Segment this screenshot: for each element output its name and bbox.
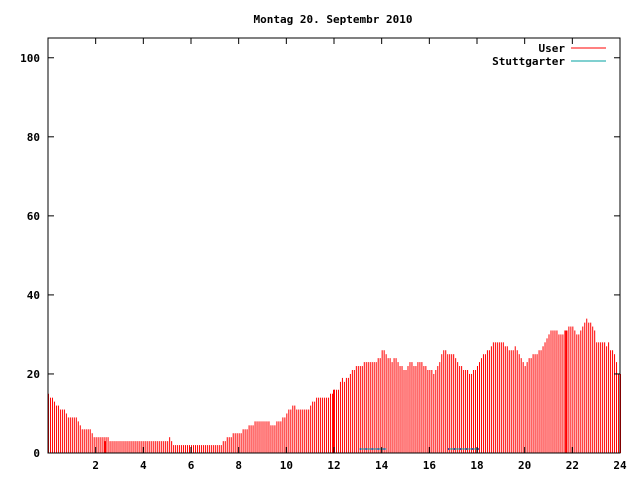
x-tick-label: 22: [566, 459, 579, 472]
legend: User Stuttgarter: [492, 42, 606, 68]
legend-label-stuttgarter: Stuttgarter: [492, 55, 565, 68]
x-tick-label: 18: [470, 459, 483, 472]
x-tick-label: 10: [280, 459, 293, 472]
y-tick-label: 40: [27, 289, 40, 302]
x-tick-label: 6: [188, 459, 195, 472]
y-tick-label: 100: [20, 52, 40, 65]
spike-group: [104, 330, 568, 453]
bar-group: [48, 318, 621, 453]
x-tick-label: 20: [518, 459, 531, 472]
x-tick-label: 14: [375, 459, 389, 472]
y-tick-label: 60: [27, 210, 40, 223]
x-tick-label: 2: [92, 459, 99, 472]
y-tick-label: 20: [27, 368, 40, 381]
y-tick-label: 0: [33, 447, 40, 460]
x-tick-label: 4: [140, 459, 147, 472]
x-tick-label: 8: [235, 459, 242, 472]
x-tick-label: 12: [327, 459, 340, 472]
chart-title: Montag 20. Septembr 2010: [254, 13, 413, 26]
x-tick-label: 16: [423, 459, 437, 472]
y-tick-label: 80: [27, 131, 40, 144]
x-axis: 2 4 6 8 10 12 14 16 18 20 22 24: [92, 38, 627, 472]
x-tick-label: 24: [613, 459, 627, 472]
legend-label-user: User: [539, 42, 566, 55]
y-axis: 0 20 40 60 80 100: [20, 52, 620, 460]
